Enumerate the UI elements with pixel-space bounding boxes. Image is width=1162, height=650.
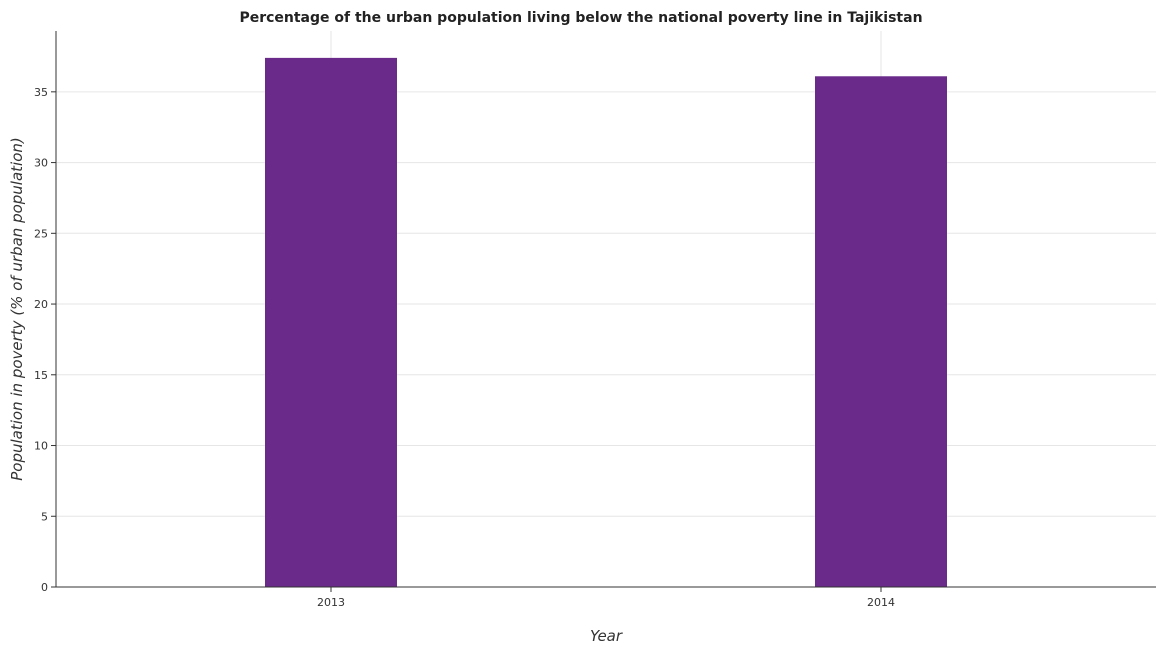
y-tick-label: 20 xyxy=(34,298,48,311)
y-tick-label: 35 xyxy=(34,86,48,99)
bars xyxy=(265,57,947,587)
y-tick-label: 10 xyxy=(34,440,48,453)
x-tick-label: 2013 xyxy=(317,596,345,609)
x-tick-label: 2014 xyxy=(867,596,895,609)
grid-lines xyxy=(56,31,1156,588)
x-axis-ticks: 2013 2014 xyxy=(317,587,895,609)
bar-2014 xyxy=(815,76,947,587)
y-axis-ticks: 0 5 10 15 20 25 30 35 xyxy=(34,86,56,594)
y-tick-label: 25 xyxy=(34,227,48,240)
x-axis-label: Year xyxy=(590,627,623,645)
bar-2013 xyxy=(265,57,397,587)
y-tick-label: 5 xyxy=(41,510,48,523)
axes xyxy=(55,31,1156,588)
y-tick-label: 15 xyxy=(34,369,48,382)
y-tick-label: 0 xyxy=(41,581,48,594)
chart-title: Percentage of the urban population livin… xyxy=(239,10,923,26)
y-tick-label: 30 xyxy=(34,157,48,170)
y-axis-label: Population in poverty (% of urban popula… xyxy=(8,137,26,480)
